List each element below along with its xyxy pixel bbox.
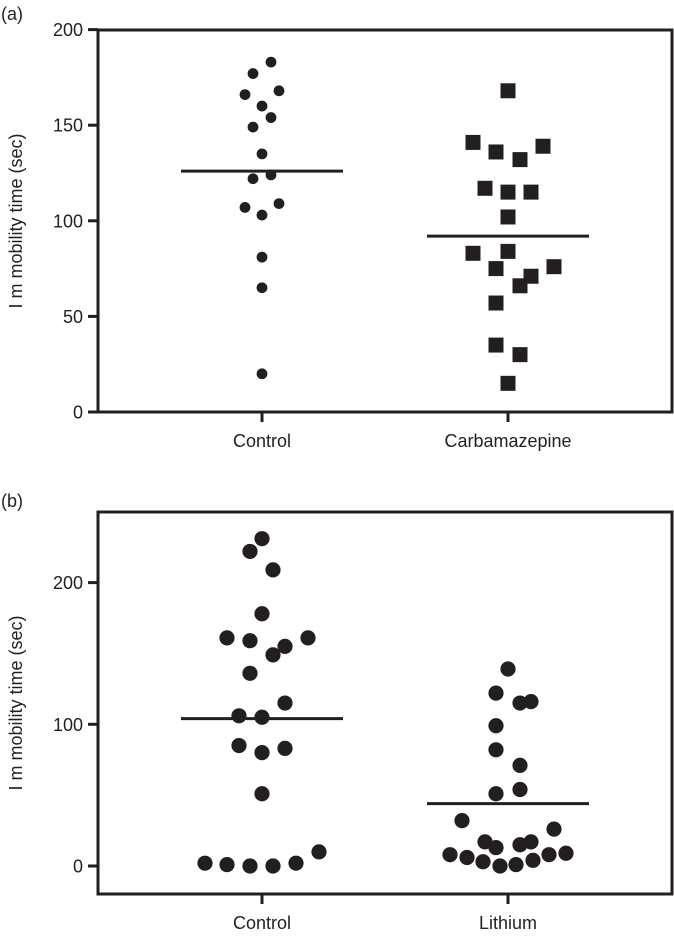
control-data-point bbox=[288, 855, 304, 871]
control-data-point bbox=[265, 112, 277, 123]
control-data-point bbox=[256, 251, 268, 263]
carbamazepine-data-point bbox=[546, 259, 562, 275]
y-tick-label: 50 bbox=[63, 307, 83, 327]
lithium-data-point bbox=[454, 813, 470, 829]
lithium-data-point bbox=[442, 847, 458, 863]
carbamazepine-data-point bbox=[500, 243, 516, 259]
control-data-point bbox=[273, 198, 285, 209]
carbamazepine-data-point bbox=[500, 375, 516, 391]
y-tick-label: 200 bbox=[53, 573, 83, 593]
carbamazepine-data-point bbox=[465, 245, 481, 261]
lithium-data-point bbox=[488, 685, 504, 701]
carbamazepine-data-point bbox=[488, 261, 504, 277]
carbamazepine-data-point bbox=[488, 337, 504, 353]
carbamazepine-data-point bbox=[477, 180, 493, 196]
lithium-data-point bbox=[488, 786, 504, 802]
lithium-data-point bbox=[512, 757, 528, 773]
lithium-data-point bbox=[459, 849, 475, 866]
panel-b-y-axis-label: I m mobility time (sec) bbox=[6, 615, 26, 790]
lithium-data-point bbox=[546, 821, 562, 837]
control-data-point bbox=[219, 856, 235, 873]
control-data-point bbox=[254, 531, 270, 547]
control-data-point bbox=[256, 100, 268, 112]
control-data-point bbox=[256, 148, 268, 160]
control-data-point bbox=[265, 858, 281, 874]
y-tick-label: 0 bbox=[73, 857, 83, 877]
control-data-point bbox=[239, 89, 251, 101]
lithium-data-point bbox=[492, 858, 508, 874]
panel-b-label: (b) bbox=[1, 491, 23, 511]
control-data-point bbox=[254, 745, 270, 761]
carbamazepine-data-point bbox=[500, 209, 516, 225]
control-data-point bbox=[247, 173, 259, 185]
lithium-data-point bbox=[488, 839, 504, 856]
control-data-point bbox=[247, 121, 259, 133]
carbamazepine-data-point bbox=[523, 184, 539, 200]
control-data-point bbox=[277, 638, 293, 654]
carbamazepine-data-point bbox=[512, 347, 528, 363]
lithium-data-point bbox=[488, 742, 504, 758]
lithium-data-point bbox=[523, 694, 539, 710]
control-data-point bbox=[242, 543, 258, 560]
control-data-point bbox=[231, 708, 247, 724]
panel-b-x-tick-label-control: Control bbox=[233, 913, 291, 933]
lithium-data-point bbox=[488, 718, 504, 734]
carbamazepine-data-point bbox=[488, 144, 504, 160]
lithium-data-point bbox=[525, 852, 541, 868]
carbamazepine-data-point bbox=[512, 152, 528, 168]
carbamazepine-data-point bbox=[465, 134, 481, 150]
control-data-point bbox=[219, 630, 235, 646]
control-data-point bbox=[242, 858, 258, 874]
lithium-data-point bbox=[541, 847, 557, 863]
carbamazepine-data-point bbox=[500, 184, 516, 200]
control-data-point bbox=[256, 282, 268, 294]
control-data-point bbox=[273, 85, 285, 97]
control-data-point bbox=[242, 633, 258, 649]
lithium-data-point bbox=[558, 845, 574, 861]
control-data-point bbox=[277, 740, 293, 756]
control-data-point bbox=[311, 844, 327, 860]
lithium-data-point bbox=[475, 854, 491, 870]
lithium-data-point bbox=[500, 661, 516, 677]
panel-b-x-tick-label-lithium: Lithium bbox=[479, 913, 537, 933]
control-data-point bbox=[254, 786, 270, 802]
control-data-point bbox=[277, 695, 293, 711]
y-tick-label: 0 bbox=[73, 403, 83, 423]
control-data-point bbox=[254, 606, 270, 622]
panel-a-x-tick-label-carbamazepine: Carbamazepine bbox=[444, 431, 571, 451]
y-tick-label: 100 bbox=[53, 211, 83, 231]
control-data-point bbox=[265, 56, 277, 68]
carbamazepine-data-point bbox=[512, 278, 528, 294]
control-data-point bbox=[265, 647, 281, 663]
control-data-point bbox=[242, 665, 258, 681]
control-data-point bbox=[300, 630, 316, 646]
panel-b: (b) I m mobility time (sec) Control Lith… bbox=[1, 491, 674, 933]
plot-frame bbox=[96, 510, 674, 896]
control-data-point bbox=[247, 68, 259, 79]
control-data-point bbox=[239, 202, 251, 213]
carbamazepine-data-point bbox=[488, 295, 504, 311]
control-data-point bbox=[256, 368, 268, 380]
y-tick-label: 200 bbox=[53, 20, 83, 40]
panel-a: (a) I m mobility time (sec) Control Carb… bbox=[1, 4, 674, 451]
panel-a-x-tick-label-control: Control bbox=[233, 431, 291, 451]
control-data-point bbox=[265, 562, 281, 578]
y-tick-label: 100 bbox=[53, 715, 83, 735]
lithium-data-point bbox=[508, 856, 524, 873]
control-data-point bbox=[197, 855, 213, 871]
lithium-data-point bbox=[512, 781, 528, 798]
carbamazepine-data-point bbox=[500, 83, 516, 99]
y-tick-label: 150 bbox=[53, 116, 83, 136]
control-data-point bbox=[231, 737, 247, 754]
panel-a-label: (a) bbox=[1, 4, 23, 24]
lithium-data-point bbox=[523, 834, 539, 850]
carbamazepine-data-point bbox=[535, 138, 551, 154]
control-data-point bbox=[256, 209, 268, 221]
panel-a-y-axis-label: I m mobility time (sec) bbox=[6, 133, 26, 308]
plot-frame bbox=[96, 28, 674, 414]
